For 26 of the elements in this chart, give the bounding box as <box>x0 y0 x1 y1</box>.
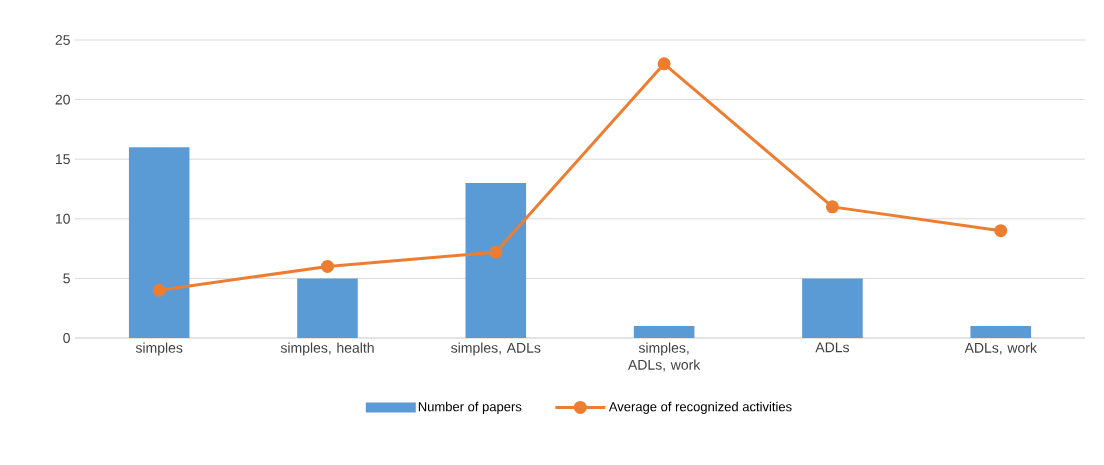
point <box>825 200 839 214</box>
x-tick-label: simples, health <box>280 342 374 356</box>
bar <box>633 326 695 338</box>
y-tick-label: 10 <box>55 213 70 224</box>
y-tick-label: 0 <box>63 333 70 343</box>
point <box>489 245 503 259</box>
y-tick-label: 25 <box>55 35 70 45</box>
point <box>994 224 1008 238</box>
point <box>152 283 166 297</box>
y-tick-label: 5 <box>63 273 70 284</box>
bar <box>465 183 527 338</box>
point <box>657 57 671 71</box>
x-tick-label: ADLs <box>815 342 850 353</box>
legend-label: Average of recognized activities <box>608 401 792 414</box>
x-tick-label: ADLs, work <box>964 342 1037 355</box>
bar <box>297 278 358 338</box>
x-tick-label: simples, ADLs, work <box>627 342 701 372</box>
bar <box>970 326 1032 338</box>
y-tick-label: 15 <box>55 154 70 165</box>
x-tick-label: simples <box>135 342 183 356</box>
legend-label: Number of papers <box>418 401 522 414</box>
point <box>320 259 334 273</box>
x-tick-label: simples, ADLs <box>451 342 541 356</box>
bar <box>802 278 863 338</box>
bar <box>128 147 190 338</box>
y-tick-label: 20 <box>55 94 70 105</box>
